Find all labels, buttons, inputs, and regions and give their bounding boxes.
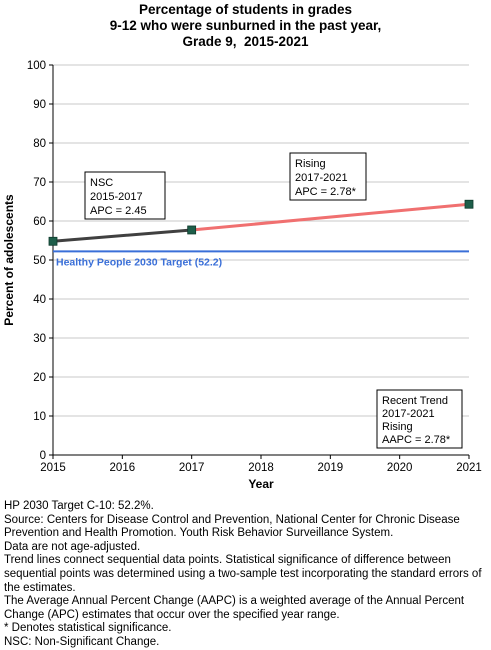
x-axis-ticks: 2015 2016 2017 2018 2019 2020 2021 bbox=[40, 455, 482, 474]
svg-text:NSC 2015-2017 APC: NSC 2015-2017 APC = 2.45 bbox=[90, 177, 147, 217]
x-axis-label: Year bbox=[248, 477, 274, 491]
footnote-age-adjusted: Data are not age-adjusted. bbox=[4, 540, 141, 553]
x-tick-label: 2016 bbox=[110, 462, 136, 474]
footnote-nsc: NSC: Non-Significant Change. bbox=[4, 635, 160, 648]
annotation-rising-line-2: 2017-2021 bbox=[295, 172, 348, 184]
data-point-marker bbox=[187, 225, 197, 235]
y-axis-label: Percent of adolescents bbox=[2, 194, 16, 326]
footnote-significance: * Denotes statistical significance. bbox=[4, 622, 172, 635]
x-tick-label: 2020 bbox=[387, 462, 413, 474]
title-line-2: 9-12 who were sunburned in the past year… bbox=[109, 18, 382, 33]
svg-text:Rising 2017-2021 A: Rising 2017-2021 APC = 2.78* bbox=[295, 158, 357, 198]
footnote-aapc: The Average Annual Percent Change (AAPC)… bbox=[4, 595, 465, 621]
data-markers bbox=[48, 199, 474, 246]
footnote-source: Source: Centers for Disease Control and … bbox=[4, 513, 460, 540]
x-tick-label: 2015 bbox=[40, 462, 66, 474]
annotation-nsc-line-2: 2015-2017 bbox=[90, 191, 143, 203]
annotation-recent-line-2: 2017-2021 bbox=[382, 408, 435, 420]
title-line-1: Percentage of students in grades bbox=[138, 2, 353, 17]
annotation-nsc-line-3: APC = 2.45 bbox=[90, 205, 147, 217]
svg-text:Recent Trend 2017-2021: Recent Trend 2017-2021 Rising AAPC = 2.7… bbox=[382, 395, 451, 446]
annotation-recent-trend: Recent Trend 2017-2021 Rising AAPC = 2.7… bbox=[376, 389, 463, 449]
y-tick-label: 10 bbox=[33, 411, 46, 423]
y-tick-label: 70 bbox=[33, 177, 46, 189]
y-tick-label: 60 bbox=[33, 216, 46, 228]
y-tick-label: 90 bbox=[33, 99, 46, 111]
y-tick-label: 100 bbox=[27, 60, 46, 72]
y-tick-label: 80 bbox=[33, 138, 46, 150]
data-point-marker bbox=[48, 236, 58, 246]
annotation-rising: Rising 2017-2021 APC = 2.78* bbox=[289, 152, 367, 201]
y-tick-label: 40 bbox=[33, 294, 46, 306]
chart-title: Percentage of students in grades 9-12 wh… bbox=[0, 2, 491, 50]
y-tick-label: 30 bbox=[33, 333, 46, 345]
y-tick-label: 50 bbox=[33, 255, 46, 267]
annotation-rising-line-3: APC = 2.78* bbox=[295, 186, 357, 198]
x-tick-label: 2019 bbox=[318, 462, 344, 474]
grid-lines bbox=[53, 64, 469, 417]
title-line-3: Grade 9, 2015-2021 bbox=[182, 34, 309, 49]
annotation-recent-line-3: Rising bbox=[382, 421, 413, 433]
footnote-trend-lines: Trend lines connect sequential data poin… bbox=[4, 554, 482, 594]
annotation-recent-line-1: Recent Trend bbox=[382, 395, 448, 407]
y-axis-ticks: 0 10 20 30 40 50 60 70 80 90 100 bbox=[27, 60, 53, 462]
trend-segments bbox=[51, 202, 471, 243]
footnotes: HP 2030 Target C-10: 52.2%. Source: Cent… bbox=[4, 500, 488, 650]
y-tick-label: 0 bbox=[40, 450, 46, 462]
data-point-marker bbox=[464, 199, 474, 209]
trend-segment bbox=[51, 228, 194, 243]
trend-segment bbox=[190, 202, 471, 232]
footnote-target: HP 2030 Target C-10: 52.2%. bbox=[4, 500, 154, 512]
x-tick-label: 2018 bbox=[248, 462, 274, 474]
annotation-recent-line-4: AAPC = 2.78* bbox=[382, 434, 451, 446]
annotation-nsc-line-1: NSC bbox=[90, 177, 113, 189]
target-label: Healthy People 2030 Target (52.2) bbox=[56, 256, 222, 268]
annotation-rising-line-1: Rising bbox=[295, 158, 326, 170]
annotation-nsc: NSC 2015-2017 APC = 2.45 bbox=[84, 171, 166, 220]
x-tick-label: 2021 bbox=[456, 462, 482, 474]
y-tick-label: 20 bbox=[33, 372, 46, 384]
x-tick-label: 2017 bbox=[179, 462, 205, 474]
